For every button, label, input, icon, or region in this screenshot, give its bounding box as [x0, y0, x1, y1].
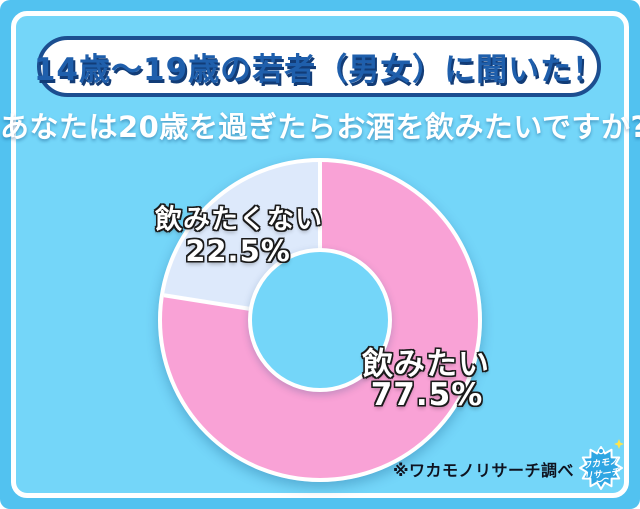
donut-hole — [248, 248, 392, 392]
logo-text-line1: ワカモノ — [582, 455, 620, 471]
lightbulb-icon — [597, 447, 605, 455]
slice-percent-notwant: 22.5% — [185, 234, 291, 268]
sparkle-icon — [614, 439, 624, 449]
logo-text-line2: リサーチ — [583, 466, 621, 482]
banner-title: 14歳〜19歳の若者（男女）に聞いた！ — [33, 52, 605, 88]
wakamono-research-logo: ワカモノ リサーチ — [579, 439, 624, 490]
source-note: ※ワカモノリサーチ調べ — [392, 461, 574, 480]
slice-divider-line — [318, 162, 322, 320]
logo-underline-squiggle — [596, 477, 609, 483]
donut-chart — [158, 158, 482, 482]
logo-burst-icon: ワカモノ リサーチ — [579, 439, 624, 490]
survey-question: あなたは20歳を過ぎたらお酒を飲みたいですか? — [0, 110, 640, 144]
slice-percent-want: 77.5% — [370, 377, 484, 413]
title-banner: 14歳〜19歳の若者（男女）に聞いた！ — [33, 36, 605, 97]
slice-label-want: 飲みたい — [362, 346, 490, 383]
slice-label-notwant: 飲みたくない — [155, 204, 323, 236]
